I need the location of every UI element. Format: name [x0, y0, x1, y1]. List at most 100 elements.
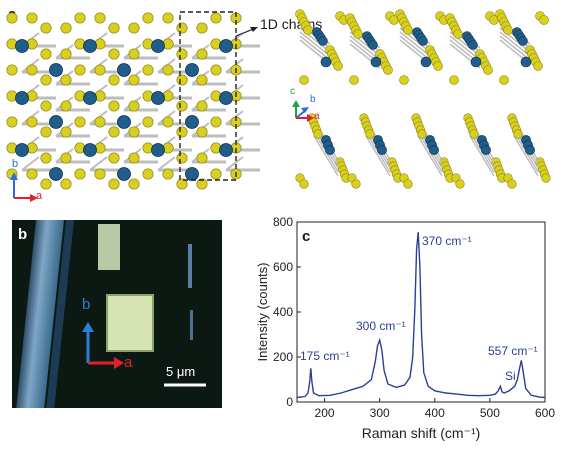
- chalcogen-atom: [128, 178, 140, 190]
- chalcogen-atom: [196, 74, 208, 86]
- chalcogen-atom: [433, 61, 443, 71]
- bond: [469, 135, 495, 177]
- chalcogen-atom: [128, 48, 140, 60]
- x-tick-label: 500: [480, 406, 500, 420]
- chalcogen-atom: [40, 100, 52, 112]
- chalcogen-atom: [128, 152, 140, 164]
- chalcogen-atom: [60, 22, 72, 34]
- chalcogen-atom: [383, 65, 393, 75]
- chalcogen-atom: [6, 12, 18, 24]
- bond: [365, 135, 391, 177]
- chain-highlight-box: [179, 11, 258, 181]
- chalcogen-atom: [539, 15, 549, 25]
- chalcogen-atom: [365, 129, 375, 139]
- bond: [89, 156, 108, 171]
- chalcogen-atom: [94, 168, 106, 180]
- flake-top: [98, 224, 120, 270]
- chalcogen-atom: [60, 74, 72, 86]
- bond: [299, 35, 331, 61]
- chalcogen-atom: [196, 152, 208, 164]
- chalcogen-atom: [60, 178, 72, 190]
- metal-atom: [185, 63, 199, 77]
- metal-atom: [370, 56, 382, 68]
- chalcogen-atom: [26, 12, 38, 24]
- chalcogen-atom: [162, 64, 174, 76]
- metal-atom: [219, 91, 233, 105]
- chalcogen-atom: [128, 100, 140, 112]
- bond: [417, 135, 443, 177]
- chalcogen-atom: [455, 179, 465, 189]
- x-tick-label: 200: [315, 406, 335, 420]
- chalcogen-atom: [108, 126, 120, 138]
- scale-bar-label: 5 μm: [166, 364, 196, 379]
- chalcogen-atom: [196, 100, 208, 112]
- chalcogen-atom: [142, 116, 154, 128]
- chalcogen-atom: [6, 116, 18, 128]
- micrograph-axis-a-label: a: [124, 354, 133, 371]
- metal-atom: [325, 145, 335, 155]
- flake-right-needle-2: [190, 310, 193, 340]
- y-tick-label: 600: [273, 260, 293, 274]
- chalcogen-atom: [74, 116, 86, 128]
- chalcogen-atom: [449, 75, 459, 85]
- chalcogen-atom: [299, 179, 309, 189]
- chalcogen-atom: [142, 168, 154, 180]
- chalcogen-atom: [74, 12, 86, 24]
- chalcogen-atom: [60, 100, 72, 112]
- metal-atom: [83, 91, 97, 105]
- metal-atom: [377, 145, 387, 155]
- chalcogen-atom: [108, 100, 120, 112]
- metal-atom: [219, 39, 233, 53]
- bond: [349, 35, 381, 61]
- bond: [313, 135, 339, 177]
- metal-atom: [117, 167, 131, 181]
- metal-atom: [468, 40, 478, 50]
- metal-atom: [318, 36, 328, 46]
- chalcogen-atom: [351, 179, 361, 189]
- metal-atom: [117, 63, 131, 77]
- metal-atom: [219, 143, 233, 157]
- chalcogen-atom: [403, 179, 413, 189]
- peak-label: 557 cm⁻¹: [488, 344, 538, 358]
- bond: [449, 35, 481, 61]
- chalcogen-atom: [94, 116, 106, 128]
- metal-atom: [151, 39, 165, 53]
- bond: [21, 156, 40, 171]
- chalcogen-atom: [128, 74, 140, 86]
- chalcogen-atom: [108, 22, 120, 34]
- chalcogen-atom: [40, 126, 52, 138]
- chalcogen-atom: [513, 129, 523, 139]
- bond: [299, 31, 331, 57]
- metal-atom: [15, 91, 29, 105]
- chalcogen-atom: [40, 178, 52, 190]
- axis-a-label-right: a: [314, 111, 320, 122]
- metal-atom: [420, 56, 432, 68]
- chalcogen-atom: [94, 64, 106, 76]
- bond: [157, 156, 176, 171]
- y-tick-label: 200: [273, 350, 293, 364]
- chalcogen-atom: [128, 22, 140, 34]
- y-axis-label: Intensity (counts): [255, 263, 270, 362]
- crystal-structure-view-ab: [6, 12, 260, 190]
- chalcogen-atom: [403, 25, 413, 35]
- peak-label: 300 cm⁻¹: [356, 319, 406, 333]
- axis-b-label-right: b: [310, 94, 316, 105]
- chalcogen-atom: [541, 173, 551, 183]
- chalcogen-atom: [6, 64, 18, 76]
- bond: [499, 35, 531, 61]
- chalcogen-atom: [108, 178, 120, 190]
- chalcogen-atom: [176, 178, 188, 190]
- optical-micrograph: [12, 220, 222, 408]
- metal-atom: [470, 56, 482, 68]
- chalcogen-atom: [142, 12, 154, 24]
- chalcogen-atom: [26, 64, 38, 76]
- flake-square: [106, 294, 154, 352]
- x-tick-label: 600: [535, 406, 555, 420]
- chalcogen-atom: [399, 75, 409, 85]
- bond: [513, 135, 539, 177]
- metal-atom: [418, 36, 428, 46]
- axis-indicator-ab: [10, 172, 38, 202]
- y-tick-label: 400: [273, 305, 293, 319]
